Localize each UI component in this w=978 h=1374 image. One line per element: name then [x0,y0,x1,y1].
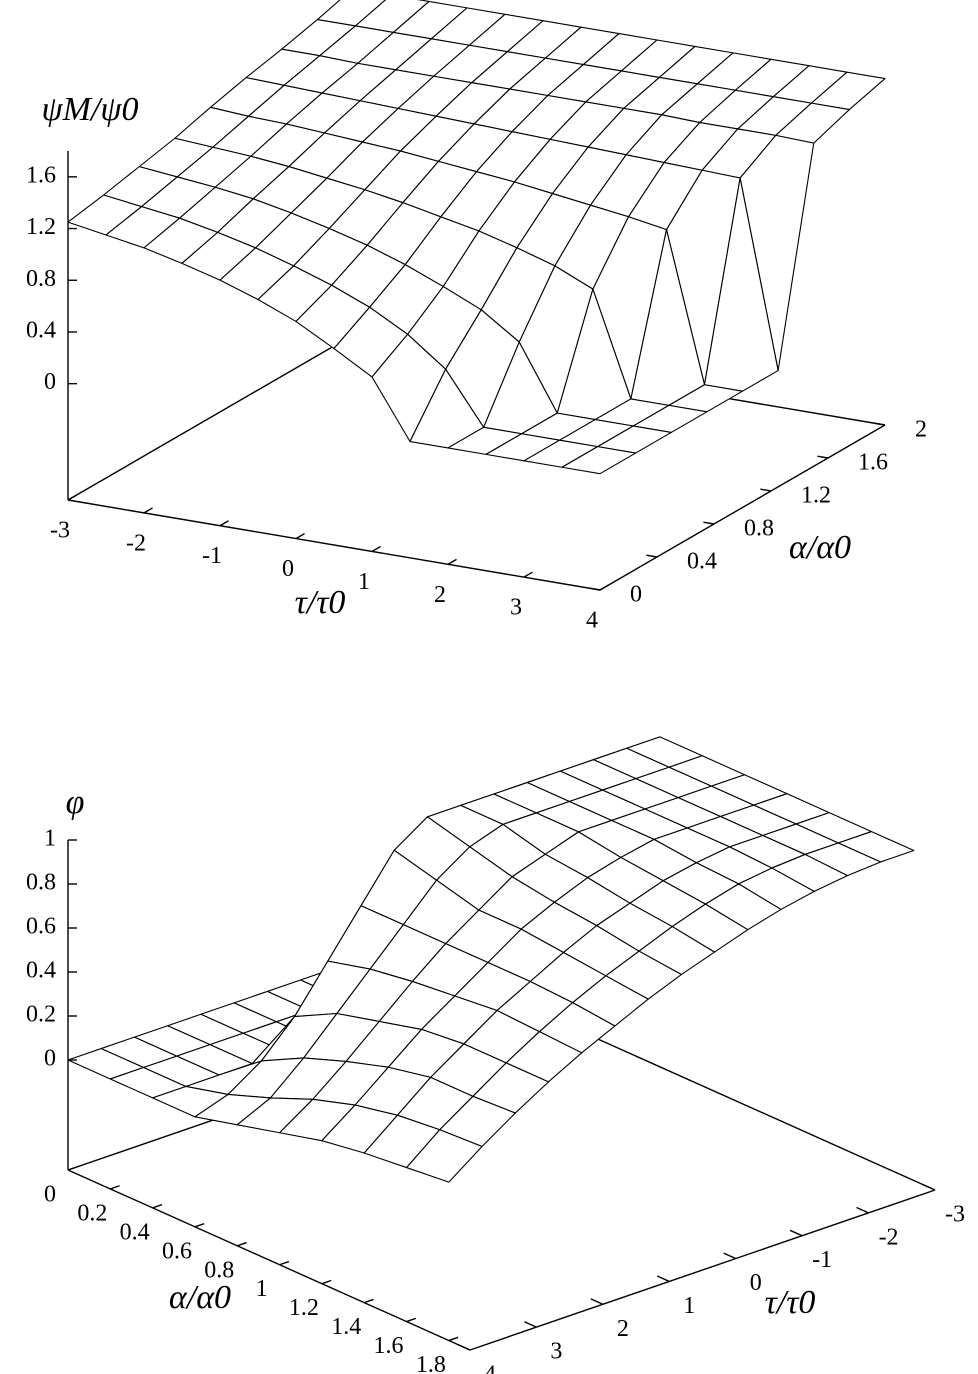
y-tick-label: 1.2 [801,483,831,509]
z-tick-label: 0.8 [26,266,56,292]
z-tick-label: 0.4 [26,958,56,984]
y-tick-label: 1.8 [416,1352,446,1374]
x-tick-label: 0 [750,1270,762,1296]
y-tick-label: 0.2 [77,1200,107,1226]
axis-line [469,1189,936,1351]
x-tick-label: 3 [510,595,522,621]
y-tick-label: 1.2 [289,1295,319,1321]
z-tick-label: 0.2 [26,1002,56,1028]
y-tick-label: 1.6 [374,1333,404,1359]
x-tick-label: 1 [683,1293,695,1319]
x-tick-label: 4 [484,1362,496,1374]
x-tick [723,1252,737,1260]
z-tick-label: 0 [44,1046,56,1072]
axis-line [67,499,601,591]
x-tick [143,507,153,514]
y-tick-label: 1.6 [858,450,888,476]
y-tick [279,1260,290,1266]
y-tick [237,1241,247,1247]
y-tick [321,1279,332,1285]
y-tick [646,554,658,558]
x-tick [590,1298,604,1305]
z-tick-label: 1 [44,826,56,852]
y-tick-label: 0.4 [120,1219,150,1245]
y-tick-label: 2 [915,417,927,443]
x-tick [67,494,77,501]
base-edge [532,1009,936,1191]
x-tick-label: 2 [434,582,446,608]
y-tick [363,1298,374,1304]
x-tick [295,533,305,540]
z-tick-label: 1.2 [26,214,56,240]
x-tick [789,1229,803,1237]
base-edge [67,334,354,501]
x-tick [523,571,533,578]
x-axis-label: τ/τ0 [765,1284,816,1321]
y-tick [874,422,886,426]
y-tick-label: 0.8 [204,1257,234,1283]
z-tick-label: 0 [44,369,56,395]
axis-line [67,1169,471,1351]
z-tick-label: 0.6 [26,914,56,940]
x-tick-label: -2 [126,530,146,556]
x-tick [599,584,609,591]
y-tick-label: 0.4 [687,549,717,575]
y-tick-label: 0.6 [162,1238,192,1264]
x-tick-label: 0 [282,556,294,582]
y-tick-label: 0 [630,582,642,608]
y-tick [817,455,829,459]
y-axis-label: α/α0 [789,529,851,566]
x-tick-label: -3 [50,518,70,544]
z-tick-label: 0.8 [26,870,56,896]
y-axis-label: α/α0 [169,1279,231,1316]
axis-line [599,424,886,591]
x-tick [219,520,229,527]
y-tick-label: 0.8 [744,516,774,542]
y-tick [67,1166,78,1171]
z-tick-label: 1.6 [26,162,56,188]
x-tick-label: 4 [586,608,598,634]
y-tick-label: 1 [256,1276,268,1302]
x-tick [524,1321,537,1328]
x-tick-label: 2 [617,1316,629,1342]
x-tick [922,1183,936,1191]
y-tick [406,1317,417,1323]
x-tick-label: -1 [202,543,222,569]
x-tick-label: -1 [812,1247,832,1273]
y-tick [703,521,715,525]
x-tick [656,1275,670,1283]
y-tick [589,587,601,591]
x-tick-label: -2 [879,1224,899,1250]
y-tick [760,488,772,492]
y-tick [110,1185,120,1190]
x-tick [457,1343,471,1351]
y-tick-label: 0 [44,1182,56,1208]
z-axis-label: φ [66,784,85,821]
x-tick-label: -3 [945,1202,965,1228]
x-tick [856,1206,869,1214]
y-tick [152,1204,163,1209]
surface-cell [561,446,637,475]
y-tick-label: 1.4 [331,1314,361,1340]
y-tick [448,1336,459,1342]
surface-cell [405,1129,483,1183]
x-tick [447,558,457,565]
y-tick [194,1222,205,1228]
x-tick [371,545,381,553]
x-tick-label: 1 [358,569,370,595]
x-axis-label: τ/τ0 [295,584,346,621]
z-axis-label: ψM/ψ0 [41,91,138,128]
z-tick-label: 0.4 [26,317,56,343]
x-tick-label: 3 [550,1339,562,1365]
